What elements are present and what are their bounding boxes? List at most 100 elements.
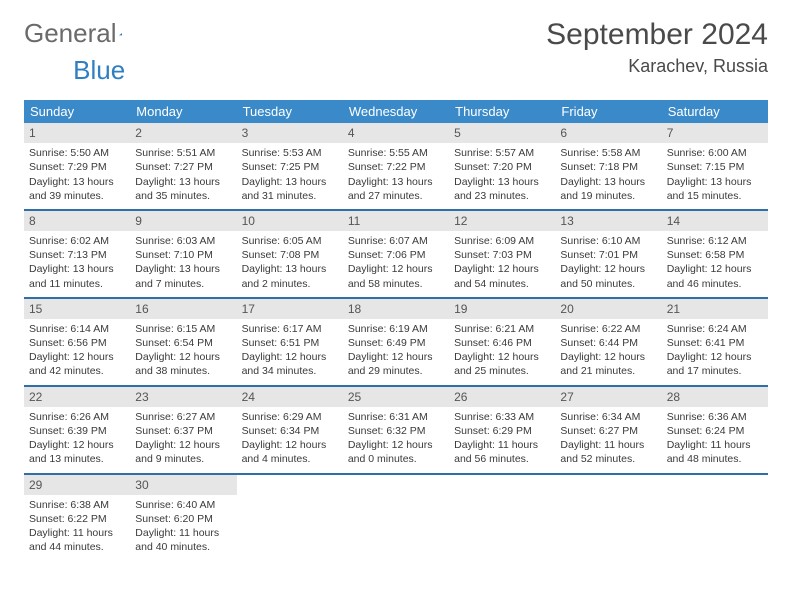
- weekday-header: Sunday: [24, 100, 130, 123]
- week-row: 8Sunrise: 6:02 AMSunset: 7:13 PMDaylight…: [24, 211, 768, 299]
- daylight-text: Daylight: 12 hours: [454, 262, 550, 276]
- daylight-text: Daylight: 13 hours: [454, 175, 550, 189]
- sunrise-text: Sunrise: 6:07 AM: [348, 234, 444, 248]
- daylight-text: Daylight: 13 hours: [29, 175, 125, 189]
- daylight-text: Daylight: 11 hours: [135, 526, 231, 540]
- day-number: 9: [130, 211, 236, 231]
- day-cell: 9Sunrise: 6:03 AMSunset: 7:10 PMDaylight…: [130, 211, 236, 297]
- day-cell: 30Sunrise: 6:40 AMSunset: 6:20 PMDayligh…: [130, 475, 236, 561]
- sunset-text: Sunset: 6:49 PM: [348, 336, 444, 350]
- day-number: 3: [237, 123, 343, 143]
- sunrise-text: Sunrise: 6:15 AM: [135, 322, 231, 336]
- daylight-text: Daylight: 12 hours: [348, 262, 444, 276]
- daylight-text: and 19 minutes.: [560, 189, 656, 203]
- sunset-text: Sunset: 6:39 PM: [29, 424, 125, 438]
- day-number: 22: [24, 387, 130, 407]
- day-number: 11: [343, 211, 449, 231]
- weekday-header: Saturday: [662, 100, 768, 123]
- day-number: 5: [449, 123, 555, 143]
- day-number: 24: [237, 387, 343, 407]
- daylight-text: Daylight: 12 hours: [242, 350, 338, 364]
- sunrise-text: Sunrise: 6:09 AM: [454, 234, 550, 248]
- daylight-text: and 25 minutes.: [454, 364, 550, 378]
- sunrise-text: Sunrise: 6:21 AM: [454, 322, 550, 336]
- day-cell: 1Sunrise: 5:50 AMSunset: 7:29 PMDaylight…: [24, 123, 130, 209]
- daylight-text: Daylight: 12 hours: [560, 262, 656, 276]
- day-number: 27: [555, 387, 661, 407]
- sunset-text: Sunset: 7:01 PM: [560, 248, 656, 262]
- daylight-text: and 34 minutes.: [242, 364, 338, 378]
- daylight-text: and 27 minutes.: [348, 189, 444, 203]
- day-number: 19: [449, 299, 555, 319]
- weekday-header: Monday: [130, 100, 236, 123]
- sunrise-text: Sunrise: 6:38 AM: [29, 498, 125, 512]
- daylight-text: Daylight: 12 hours: [348, 438, 444, 452]
- day-number: 20: [555, 299, 661, 319]
- daylight-text: Daylight: 13 hours: [242, 262, 338, 276]
- week-row: 1Sunrise: 5:50 AMSunset: 7:29 PMDaylight…: [24, 123, 768, 211]
- daylight-text: and 2 minutes.: [242, 277, 338, 291]
- day-number: 23: [130, 387, 236, 407]
- sunset-text: Sunset: 7:13 PM: [29, 248, 125, 262]
- day-number: 2: [130, 123, 236, 143]
- daylight-text: Daylight: 12 hours: [667, 350, 763, 364]
- daylight-text: and 56 minutes.: [454, 452, 550, 466]
- sunset-text: Sunset: 6:32 PM: [348, 424, 444, 438]
- sunrise-text: Sunrise: 5:51 AM: [135, 146, 231, 160]
- weeks-container: 1Sunrise: 5:50 AMSunset: 7:29 PMDaylight…: [24, 123, 768, 560]
- sunrise-text: Sunrise: 6:14 AM: [29, 322, 125, 336]
- day-number: 28: [662, 387, 768, 407]
- sunset-text: Sunset: 6:27 PM: [560, 424, 656, 438]
- sunrise-text: Sunrise: 6:19 AM: [348, 322, 444, 336]
- logo-text-general: General: [24, 18, 117, 49]
- day-number: 30: [130, 475, 236, 495]
- sunset-text: Sunset: 6:37 PM: [135, 424, 231, 438]
- daylight-text: and 13 minutes.: [29, 452, 125, 466]
- sunrise-text: Sunrise: 6:02 AM: [29, 234, 125, 248]
- daylight-text: Daylight: 13 hours: [348, 175, 444, 189]
- calendar: SundayMondayTuesdayWednesdayThursdayFrid…: [24, 100, 768, 560]
- sunrise-text: Sunrise: 5:50 AM: [29, 146, 125, 160]
- day-number: 15: [24, 299, 130, 319]
- day-cell: 2 Sunrise: 5:51 AMSunset: 7:27 PMDaylight…: [130, 123, 236, 209]
- sunrise-text: Sunrise: 6:10 AM: [560, 234, 656, 248]
- sunset-text: Sunset: 6:29 PM: [454, 424, 550, 438]
- sunrise-text: Sunrise: 6:03 AM: [135, 234, 231, 248]
- weekday-header: Tuesday: [237, 100, 343, 123]
- week-row: 22Sunrise: 6:26 AMSunset: 6:39 PMDayligh…: [24, 387, 768, 475]
- daylight-text: and 44 minutes.: [29, 540, 125, 554]
- day-cell: 29Sunrise: 6:38 AMSunset: 6:22 PMDayligh…: [24, 475, 130, 561]
- day-cell: 5Sunrise: 5:57 AMSunset: 7:20 PMDaylight…: [449, 123, 555, 209]
- empty-cell: [662, 475, 768, 561]
- sunrise-text: Sunrise: 6:22 AM: [560, 322, 656, 336]
- day-number: 6: [555, 123, 661, 143]
- daylight-text: and 17 minutes.: [667, 364, 763, 378]
- day-cell: 13Sunrise: 6:10 AMSunset: 7:01 PMDayligh…: [555, 211, 661, 297]
- daylight-text: and 35 minutes.: [135, 189, 231, 203]
- day-cell: 21Sunrise: 6:24 AMSunset: 6:41 PMDayligh…: [662, 299, 768, 385]
- daylight-text: and 39 minutes.: [29, 189, 125, 203]
- daylight-text: and 7 minutes.: [135, 277, 231, 291]
- daylight-text: and 38 minutes.: [135, 364, 231, 378]
- day-cell: 10Sunrise: 6:05 AMSunset: 7:08 PMDayligh…: [237, 211, 343, 297]
- daylight-text: Daylight: 12 hours: [29, 350, 125, 364]
- day-cell: 6Sunrise: 5:58 AMSunset: 7:18 PMDaylight…: [555, 123, 661, 209]
- day-number: 14: [662, 211, 768, 231]
- sunrise-text: Sunrise: 6:40 AM: [135, 498, 231, 512]
- daylight-text: Daylight: 12 hours: [135, 438, 231, 452]
- daylight-text: Daylight: 11 hours: [454, 438, 550, 452]
- sunset-text: Sunset: 7:27 PM: [135, 160, 231, 174]
- day-cell: 4Sunrise: 5:55 AMSunset: 7:22 PMDaylight…: [343, 123, 449, 209]
- location-label: Karachev, Russia: [546, 56, 768, 77]
- daylight-text: and 52 minutes.: [560, 452, 656, 466]
- day-number: 26: [449, 387, 555, 407]
- day-cell: 8Sunrise: 6:02 AMSunset: 7:13 PMDaylight…: [24, 211, 130, 297]
- daylight-text: Daylight: 13 hours: [135, 175, 231, 189]
- daylight-text: and 29 minutes.: [348, 364, 444, 378]
- sunset-text: Sunset: 6:46 PM: [454, 336, 550, 350]
- logo: General: [24, 18, 141, 49]
- daylight-text: Daylight: 12 hours: [135, 350, 231, 364]
- sunset-text: Sunset: 6:34 PM: [242, 424, 338, 438]
- sunset-text: Sunset: 6:51 PM: [242, 336, 338, 350]
- sunset-text: Sunset: 6:24 PM: [667, 424, 763, 438]
